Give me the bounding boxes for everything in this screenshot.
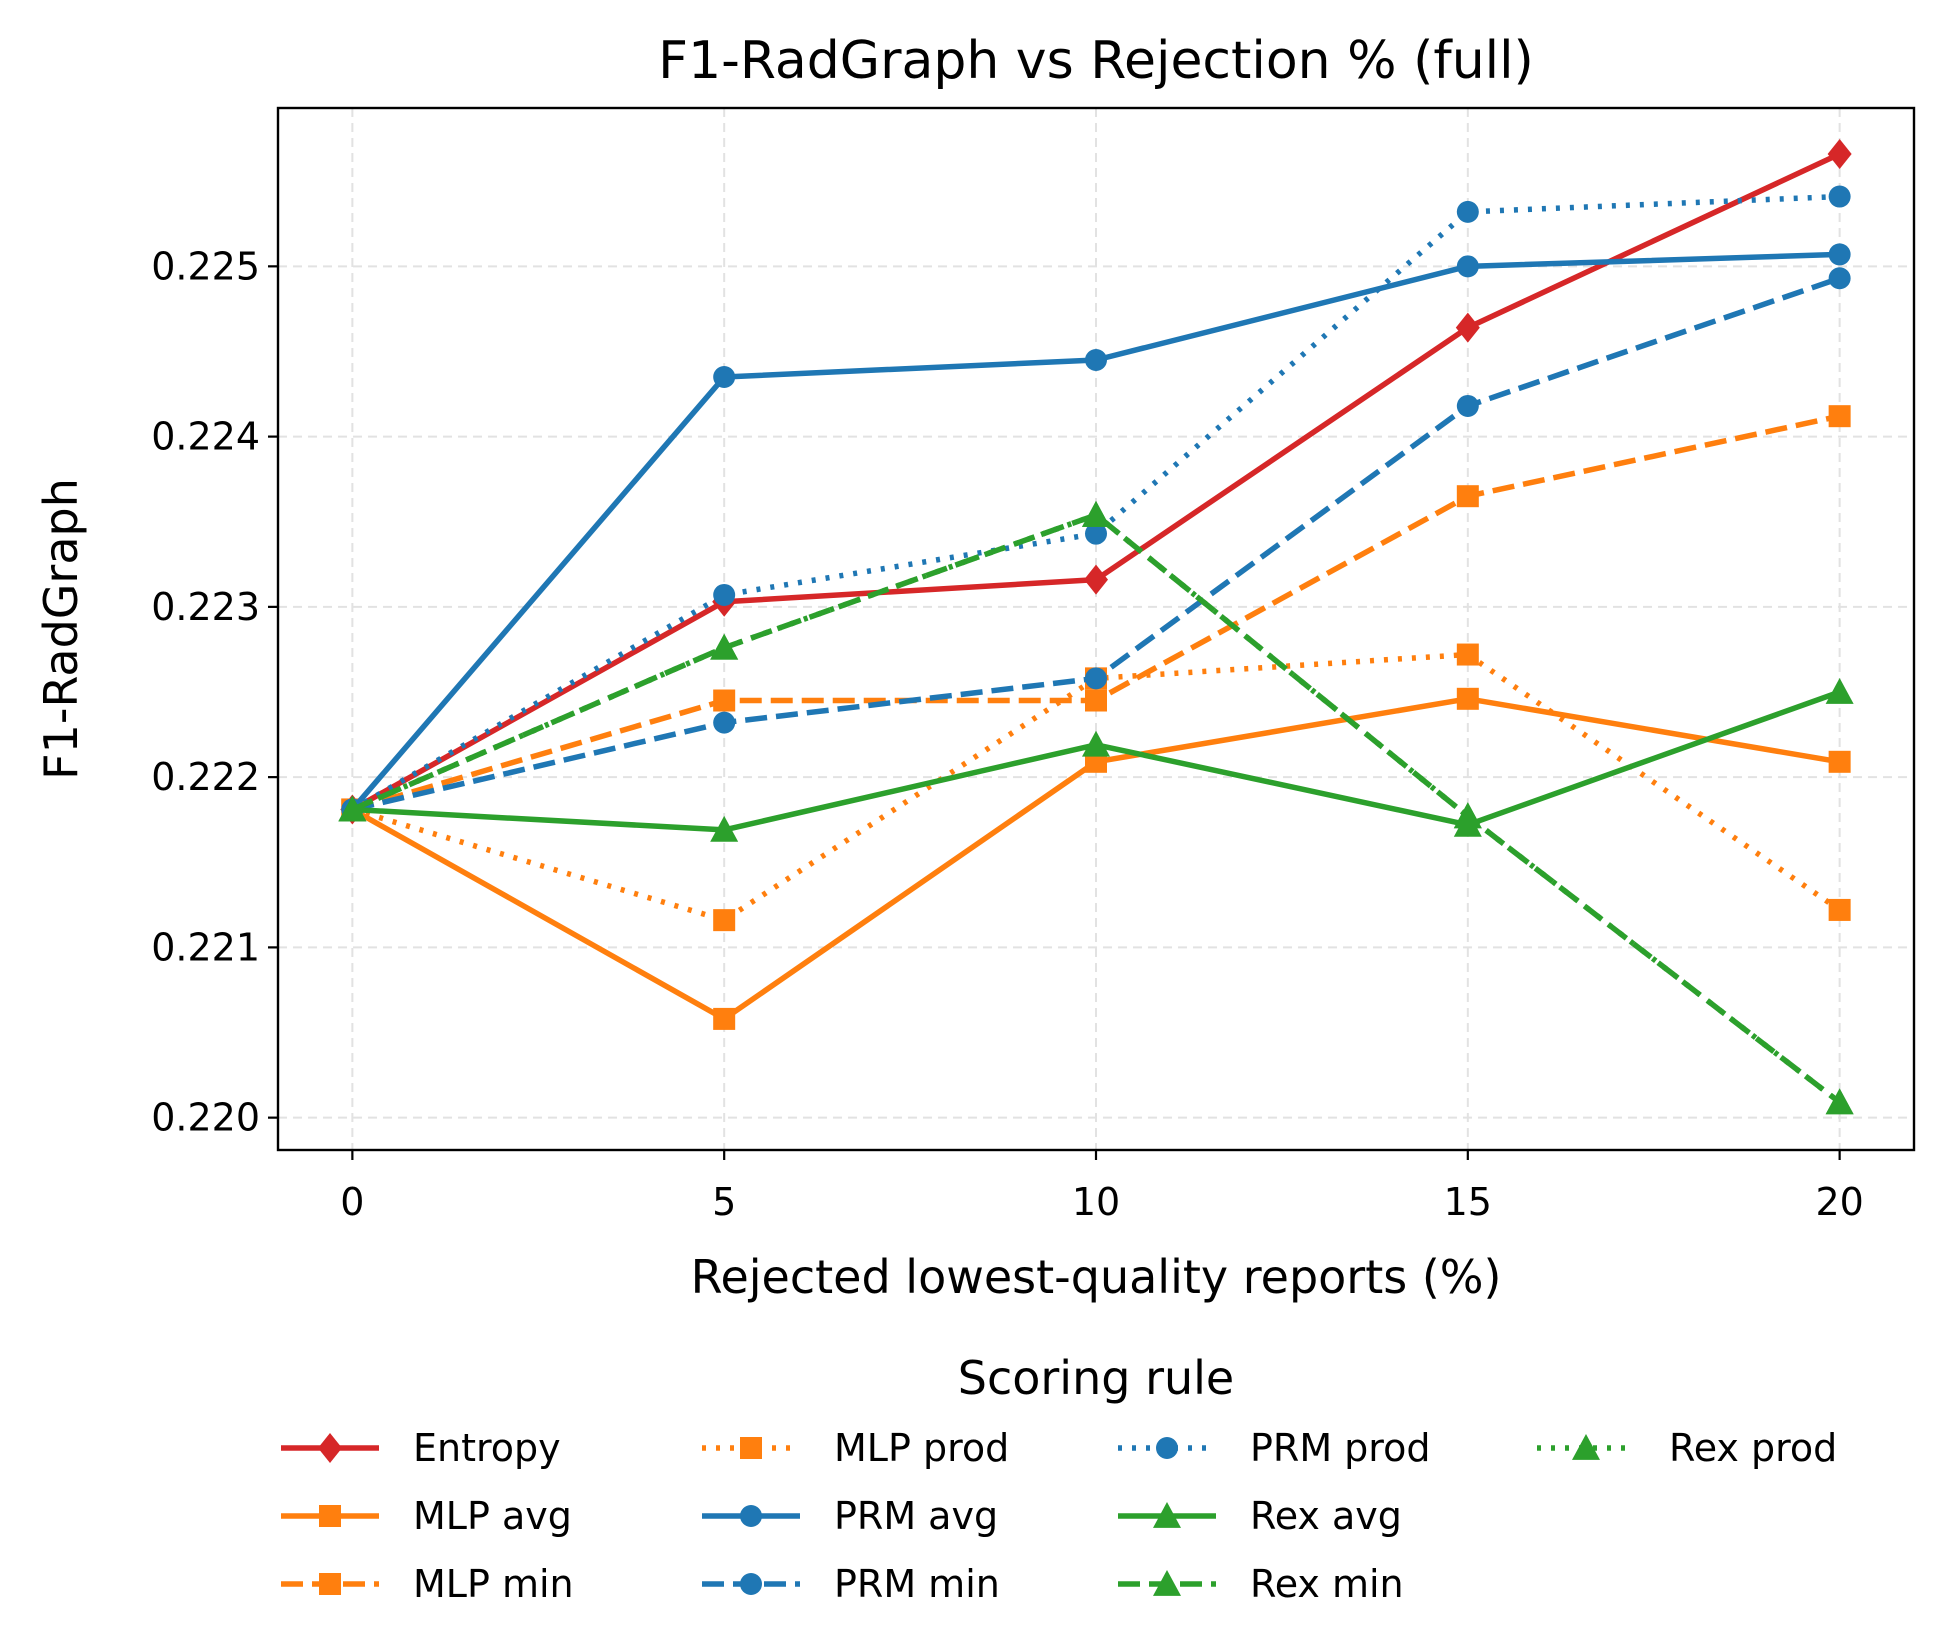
series-rex-prod xyxy=(338,500,1854,1115)
legend-marker xyxy=(1153,1570,1181,1596)
series-line-rex-min xyxy=(351,512,1842,1105)
data-point xyxy=(710,815,739,842)
legend-marker xyxy=(1156,1437,1178,1459)
data-point xyxy=(1085,667,1107,690)
legend-item-mlp-avg: MLP avg xyxy=(281,1494,572,1538)
legend-marker xyxy=(319,1505,341,1527)
data-point xyxy=(713,909,736,932)
data-point xyxy=(1456,200,1479,223)
legend-item-rex-avg: Rex avg xyxy=(1118,1494,1402,1538)
legend-marker xyxy=(740,1573,762,1595)
legend-item-prm-avg: PRM avg xyxy=(702,1494,998,1538)
data-point xyxy=(1456,687,1479,710)
data-point xyxy=(338,795,367,822)
data-point xyxy=(1825,1088,1854,1115)
data-point xyxy=(1085,348,1107,371)
data-point xyxy=(1456,485,1479,508)
data-point xyxy=(713,1007,736,1030)
y-tick-label: 0.224 xyxy=(151,415,260,459)
data-point xyxy=(1828,267,1851,290)
legend-item-entropy: Entropy xyxy=(281,1426,561,1470)
legend-title: Scoring rule xyxy=(958,1351,1234,1405)
legend-item-mlp-prod: MLP prod xyxy=(702,1426,1009,1470)
legend-label: Rex min xyxy=(1250,1562,1404,1606)
data-point xyxy=(1827,138,1852,169)
legend-label: Rex prod xyxy=(1669,1426,1837,1470)
data-point xyxy=(1828,898,1851,921)
data-point xyxy=(713,583,736,606)
data-point xyxy=(1828,243,1851,266)
x-tick-label: 10 xyxy=(1072,1180,1120,1224)
x-axis-label: Rejected lowest-quality reports (%) xyxy=(691,1250,1502,1304)
y-tick-label: 0.223 xyxy=(151,585,260,629)
legend-marker xyxy=(1153,1502,1181,1528)
axes: 0 5 10 15 20 0.220 0.221 0.222 0.223 0.224 0.225 xyxy=(151,244,1864,1224)
legend-item-mlp-min: MLP min xyxy=(281,1562,574,1606)
legend: Entropy MLP avg MLP min MLP prod PRM avg PRM … xyxy=(281,1426,1837,1606)
legend-label: MLP min xyxy=(413,1562,574,1606)
data-point xyxy=(1084,564,1108,595)
chart-title: F1-RadGraph vs Rejection % (full) xyxy=(658,31,1534,91)
data-point xyxy=(1082,500,1110,527)
legend-label: Entropy xyxy=(413,1426,561,1470)
legend-label: PRM avg xyxy=(834,1494,998,1538)
data-point xyxy=(1453,802,1482,829)
legend-item-prm-min: PRM min xyxy=(702,1562,1000,1606)
y-axis-label: F1-RadGraph xyxy=(34,478,88,780)
data-point xyxy=(1825,677,1854,704)
legend-label: PRM prod xyxy=(1250,1426,1430,1470)
data-point xyxy=(1456,394,1479,417)
data-point xyxy=(1455,312,1480,343)
legend-label: Rex avg xyxy=(1250,1494,1402,1538)
data-point xyxy=(713,689,736,712)
legend-label: MLP avg xyxy=(413,1494,572,1538)
legend-item-rex-min: Rex min xyxy=(1118,1562,1404,1606)
data-point xyxy=(1456,255,1479,278)
data-point xyxy=(1828,405,1851,428)
data-point xyxy=(1828,185,1851,208)
y-tick-label: 0.221 xyxy=(151,925,260,969)
data-point xyxy=(713,711,736,734)
legend-item-rex-prod: Rex prod xyxy=(1537,1426,1837,1470)
legend-marker xyxy=(740,1505,762,1527)
y-tick-label: 0.222 xyxy=(151,755,260,799)
legend-marker xyxy=(319,1573,341,1595)
legend-marker xyxy=(1572,1434,1600,1460)
x-tick-label: 5 xyxy=(712,1180,736,1224)
data-point xyxy=(1828,750,1851,773)
data-point xyxy=(710,633,739,660)
legend-label: MLP prod xyxy=(834,1426,1009,1470)
series-prm-avg xyxy=(341,243,1851,821)
legend-item-prm-prod: PRM prod xyxy=(1118,1426,1430,1470)
data-point xyxy=(1085,522,1107,545)
y-tick-label: 0.220 xyxy=(151,1096,260,1140)
legend-marker xyxy=(740,1437,762,1459)
x-tick-label: 0 xyxy=(340,1180,364,1224)
series-layer xyxy=(338,138,1854,1115)
legend-label: PRM min xyxy=(834,1562,1000,1606)
plot-frame xyxy=(276,106,1916,1152)
y-tick-label: 0.225 xyxy=(151,244,260,288)
data-point xyxy=(1082,730,1110,757)
x-tick-label: 15 xyxy=(1444,1180,1492,1224)
data-point xyxy=(1456,643,1479,666)
legend-marker xyxy=(318,1433,342,1463)
data-point xyxy=(1085,689,1107,712)
x-tick-label: 20 xyxy=(1815,1180,1863,1224)
data-point xyxy=(713,366,736,389)
